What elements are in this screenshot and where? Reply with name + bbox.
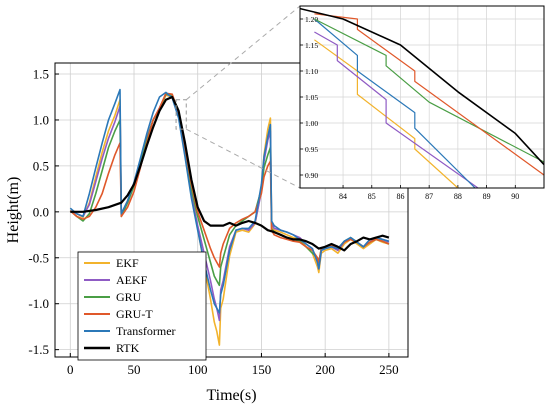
- inset-series-line-aekf: [314, 31, 479, 188]
- legend-box: [77, 251, 207, 361]
- x-tick-label: 200: [315, 362, 335, 377]
- x-tick-label: 100: [188, 362, 208, 377]
- inset-x-tick-label: 85: [368, 192, 376, 201]
- inset-y-tick-label: 1.10: [305, 67, 318, 76]
- series-line-rtk: [70, 95, 390, 252]
- inset-x-tick-label: 84: [339, 192, 347, 201]
- inset-series-group: [300, 7, 544, 188]
- inset-x-tick-label: 86: [396, 192, 404, 201]
- y-axis-label: Height(m): [5, 177, 22, 244]
- inset-series-line-rtk: [300, 7, 544, 166]
- inset-chart: 84 85 86 87 88 89 90 0.90 0.95 1.00 1.05 1.10 1.15 1.…: [299, 5, 545, 201]
- zoom-region-box: [175, 99, 187, 130]
- inset-y-tick-label: 1.05: [305, 93, 318, 102]
- inset-y-tick-label: 1.15: [305, 41, 318, 50]
- x-tick-label: 50: [128, 362, 141, 377]
- inset-y-tick-label: 0.95: [305, 145, 318, 154]
- x-tick-label: 150: [252, 362, 272, 377]
- y-tick-label: 1.5: [33, 67, 49, 82]
- inset-y-tick-label: 1.00: [305, 119, 318, 128]
- inset-x-tick-label: 87: [425, 192, 433, 201]
- x-tick-label: 0: [67, 362, 74, 377]
- y-tick-label: 1.0: [33, 112, 49, 127]
- inset-y-tick-label: 0.90: [305, 171, 318, 180]
- y-tick-label: -1.5: [28, 342, 49, 357]
- inset-series-line-gru: [314, 18, 544, 163]
- inset-series-line-gru-t: [314, 13, 544, 176]
- zoom-connector-top: [185, 5, 301, 101]
- inset-frame: [299, 5, 545, 189]
- y-tick-label: 0.5: [33, 158, 49, 173]
- x-tick-label: 250: [379, 362, 399, 377]
- inset-x-tick-label: 89: [483, 192, 491, 201]
- zoom-connectors: [175, 5, 301, 189]
- y-tick-label: 0.0: [33, 204, 49, 219]
- zoom-connector-bottom: [186, 128, 301, 189]
- inset-x-tick-label: 90: [511, 192, 519, 201]
- inset-series-line-transformer: [314, 18, 476, 188]
- legend-label: RTK: [116, 341, 140, 355]
- legend: EKF AEKF GRU GRU-T Transformer RTK: [77, 251, 207, 361]
- legend-label: EKF: [116, 256, 139, 270]
- legend-label: GRU: [116, 290, 142, 304]
- inset-x-tick-label: 88: [454, 192, 462, 201]
- y-tick-label: -0.5: [28, 250, 49, 265]
- legend-label: Transformer: [116, 324, 176, 338]
- series-line-transformer: [69, 88, 390, 314]
- x-axis-label: Time(s): [206, 387, 256, 404]
- y-tick-label: -1.0: [28, 296, 49, 311]
- inset-y-tick-label: 1.20: [305, 15, 318, 24]
- legend-label: GRU-T: [116, 307, 153, 321]
- legend-label: AEKF: [116, 273, 148, 287]
